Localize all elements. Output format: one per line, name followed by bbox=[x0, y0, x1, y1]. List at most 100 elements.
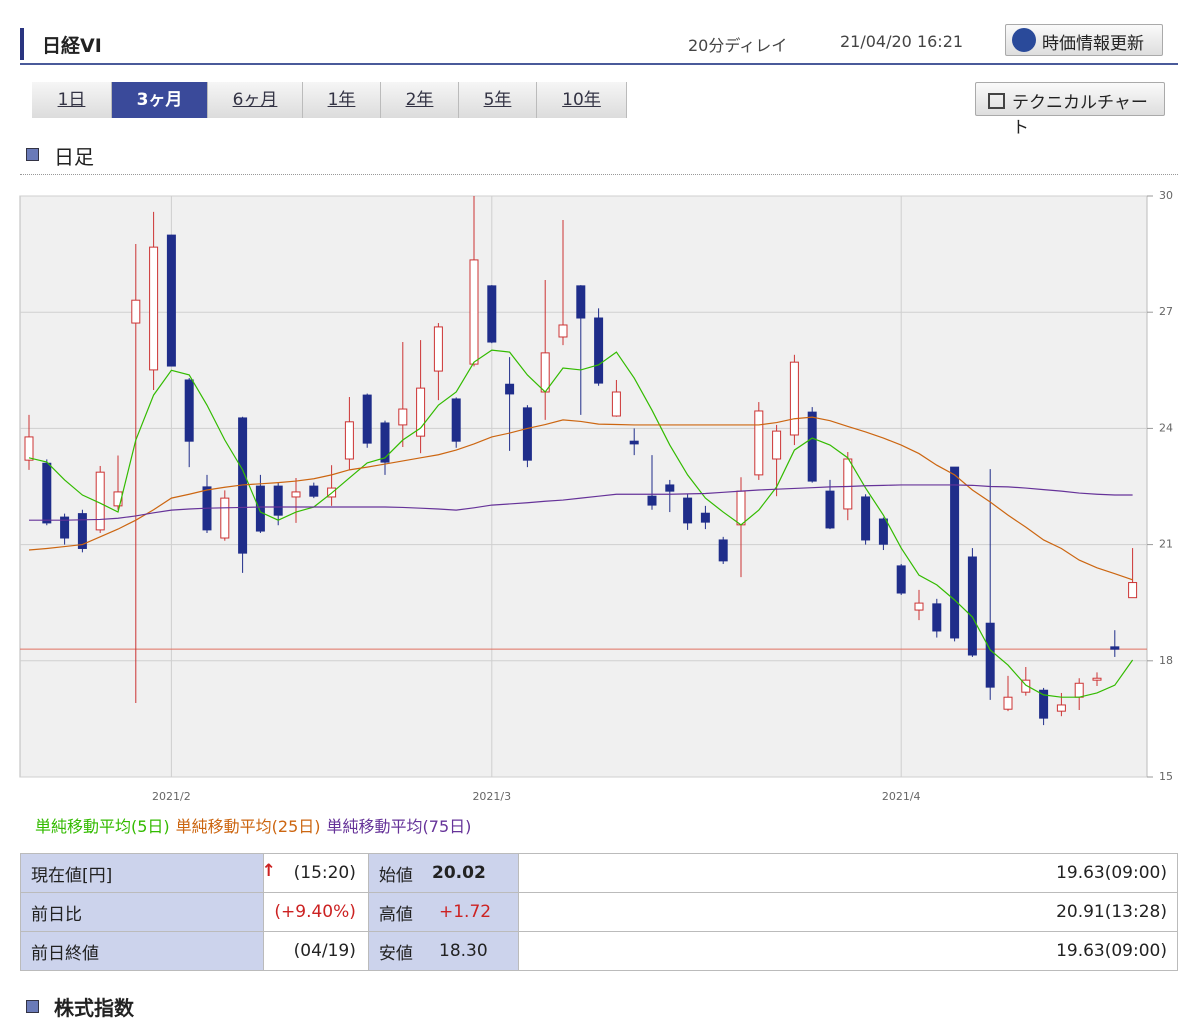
cell: 高値 bbox=[367, 892, 519, 932]
candle-body bbox=[433, 326, 443, 372]
prev-date: (04/19) bbox=[293, 941, 356, 961]
candle-body bbox=[344, 421, 354, 460]
candle-body bbox=[558, 324, 568, 338]
candle-body bbox=[629, 440, 639, 445]
chart: 15 18 21 24 27 30 2021/2 2021/3 2021/4 bbox=[19, 189, 1173, 803]
y-tick-label: 27 bbox=[1159, 305, 1173, 318]
moving-average-line bbox=[28, 416, 1133, 581]
candle-body bbox=[594, 317, 604, 384]
prev-close: 18.30 bbox=[439, 941, 488, 961]
x-tick-label: 2021/2 bbox=[152, 790, 191, 803]
candle-body bbox=[77, 513, 87, 549]
candle-body bbox=[914, 602, 924, 611]
candle-body bbox=[861, 496, 871, 541]
tab[interactable]: 5年 bbox=[459, 82, 537, 118]
legend-entry: 単純移動平均(5日) bbox=[35, 817, 170, 836]
plot-area bbox=[19, 195, 1148, 778]
cell: +1.72 (+9.40%) bbox=[263, 892, 491, 932]
candle-body bbox=[166, 234, 176, 367]
cell: 安値 bbox=[367, 931, 519, 971]
candle-body bbox=[647, 495, 657, 506]
legend: 単純移動平均(5日) 単純移動平均(25日) 単純移動平均(75日) bbox=[35, 813, 477, 837]
cell: 現在値[円] bbox=[20, 853, 264, 893]
y-tick-label: 15 bbox=[1159, 770, 1173, 783]
candle-body bbox=[42, 462, 52, 524]
candle-body bbox=[807, 411, 817, 482]
delay: 20分ディレイ bbox=[688, 36, 788, 55]
candle-body bbox=[1110, 646, 1120, 650]
x-tick-label: 2021/4 bbox=[882, 790, 921, 803]
section-icon bbox=[26, 148, 39, 161]
candle-body bbox=[1039, 689, 1049, 719]
datetime: 21/04/20 16:21 bbox=[840, 32, 964, 51]
tab[interactable]: 1日 bbox=[32, 82, 112, 118]
candle-body bbox=[416, 387, 426, 437]
candle-body bbox=[1074, 682, 1084, 698]
x-tick-label: 2021/3 bbox=[472, 790, 511, 803]
candle-body bbox=[113, 491, 123, 507]
time: (15:20) bbox=[293, 863, 356, 883]
price: 20.02 bbox=[432, 863, 486, 883]
technical-label: テクニカルチャート bbox=[1012, 93, 1148, 138]
moving-average-line bbox=[28, 349, 1134, 698]
candle-body bbox=[772, 430, 782, 460]
candle-body bbox=[576, 285, 586, 319]
candle-body bbox=[487, 285, 497, 343]
tab[interactable]: 6ヶ月 bbox=[208, 82, 303, 118]
header-rule bbox=[20, 63, 1178, 65]
tab[interactable]: 1年 bbox=[303, 82, 381, 118]
technical-button[interactable]: テクニカルチャート bbox=[975, 82, 1165, 138]
candle-body bbox=[1003, 696, 1013, 710]
cell: 20.02 ↑ (15:20) bbox=[262, 853, 486, 893]
section-icon bbox=[26, 1000, 39, 1013]
cell: 19.63(09:00) bbox=[517, 931, 1179, 971]
tab[interactable]: 3ヶ月 bbox=[112, 82, 208, 118]
legend-entry: 単純移動平均(75日) bbox=[326, 817, 472, 836]
candle-body bbox=[309, 485, 319, 497]
tab[interactable]: 10年 bbox=[537, 82, 627, 118]
candle-body bbox=[505, 383, 515, 395]
cell: 始値 bbox=[367, 853, 519, 893]
quote-table: 現在値[円] 20.02 ↑ (15:20) 始値 19.63(09:00) 前日比… bbox=[20, 853, 1179, 971]
section-rule bbox=[20, 174, 1178, 175]
candle-body bbox=[255, 485, 265, 532]
candle-body bbox=[522, 407, 532, 461]
change: +1.72 bbox=[439, 902, 492, 922]
candle-body bbox=[950, 466, 960, 639]
candle-body bbox=[1128, 582, 1138, 599]
candle-body bbox=[967, 556, 977, 656]
candle-body bbox=[291, 491, 301, 498]
candle-body bbox=[843, 458, 853, 510]
candle-body bbox=[896, 565, 906, 594]
refresh-icon bbox=[1012, 28, 1036, 52]
candle-body bbox=[718, 539, 728, 562]
candle-body bbox=[95, 471, 105, 531]
candle-body bbox=[736, 490, 746, 526]
candle-body bbox=[878, 518, 888, 545]
candle-body bbox=[131, 299, 141, 324]
refresh-button[interactable]: 時価情報更新 bbox=[1005, 24, 1163, 56]
candle-body bbox=[60, 516, 70, 539]
candle-body bbox=[932, 603, 942, 632]
candle-body bbox=[362, 394, 372, 444]
candle-body bbox=[380, 422, 390, 463]
change-pct: (+9.40%) bbox=[274, 902, 356, 922]
candle-body bbox=[540, 352, 550, 393]
cell: 20.91(13:28) bbox=[517, 892, 1179, 932]
refresh-label: 時価情報更新 bbox=[1042, 34, 1144, 54]
y-tick-label: 21 bbox=[1159, 538, 1173, 551]
y-tick-label: 24 bbox=[1159, 421, 1173, 434]
candle-body bbox=[985, 622, 995, 688]
legend-entry: 単純移動平均(25日) bbox=[175, 817, 321, 836]
candle-body bbox=[825, 490, 835, 529]
cell: 前日終値 bbox=[20, 931, 264, 971]
y-tick-label: 18 bbox=[1159, 654, 1173, 667]
candle-body bbox=[700, 512, 710, 523]
candle-body bbox=[273, 485, 283, 516]
title-bar bbox=[20, 28, 24, 60]
candle-body bbox=[184, 379, 194, 442]
y-tick-label: 30 bbox=[1159, 189, 1173, 202]
moving-average-line bbox=[29, 484, 1133, 521]
candle-body bbox=[683, 497, 693, 524]
tab[interactable]: 2年 bbox=[381, 82, 459, 118]
